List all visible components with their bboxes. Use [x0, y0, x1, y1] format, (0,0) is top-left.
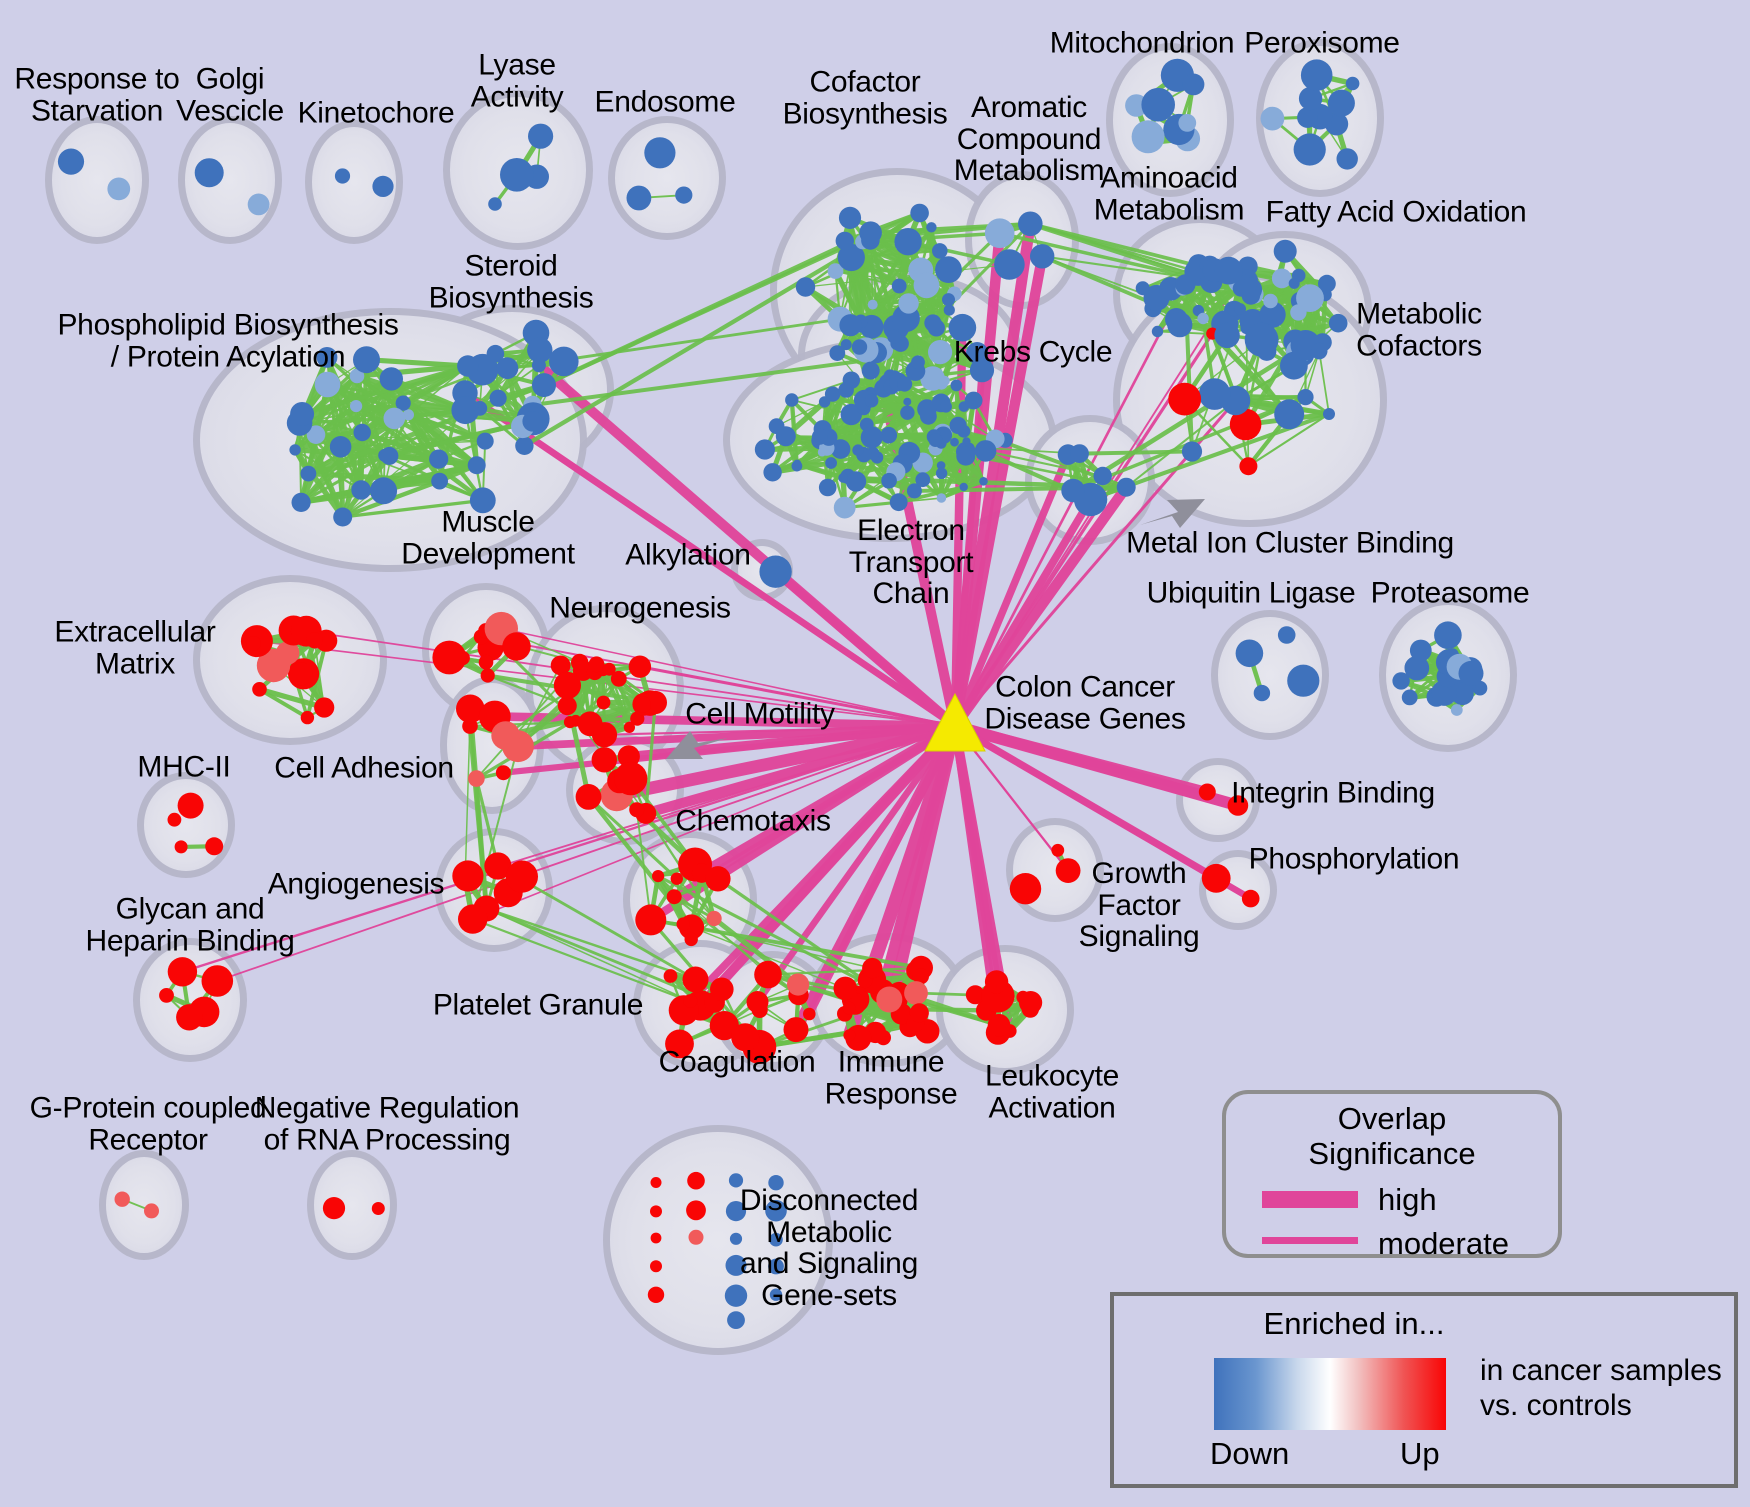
hub-node-colon-cancer	[924, 692, 986, 752]
legend-label-up: Up	[1400, 1436, 1440, 1471]
annotation-arrows	[666, 499, 1205, 759]
legend-overlap-title-line1: Overlap	[1337, 1101, 1447, 1136]
legend-label-moderate: moderate	[1378, 1226, 1509, 1261]
gene-set-nodes	[57, 58, 1488, 1329]
legend-enrichment-title: Enriched in...	[1263, 1306, 1445, 1341]
legend-overlap-title: Overlap Significance	[1226, 1101, 1558, 1171]
legend-swatch-high	[1262, 1191, 1358, 1208]
legend-enrichment: Enriched in... Down Up in cancer samples…	[1110, 1292, 1738, 1488]
legend-label-high: high	[1378, 1182, 1437, 1217]
legend-enrichment-context: in cancer samples vs. controls	[1480, 1354, 1722, 1422]
legend-overlap-significance: Overlap Significance high moderate	[1222, 1090, 1562, 1261]
legend-colorbar	[1214, 1358, 1446, 1430]
legend-swatch-moderate	[1262, 1237, 1358, 1244]
legend-overlap-title-line2: Significance	[1308, 1135, 1476, 1171]
legend-label-down: Down	[1210, 1436, 1290, 1471]
